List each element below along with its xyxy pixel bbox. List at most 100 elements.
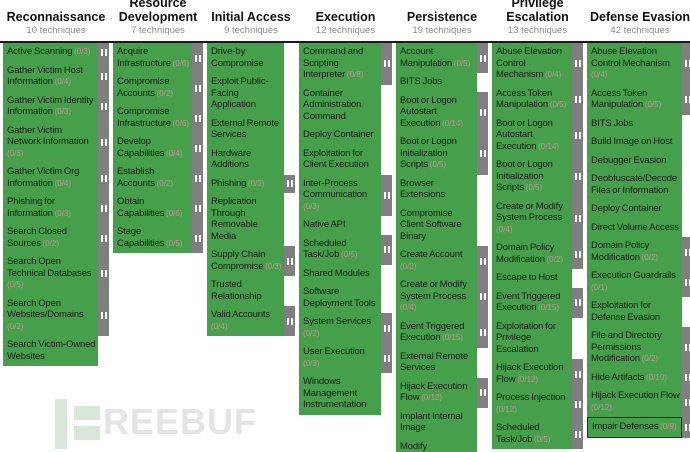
subtechniques-expand-handle[interactable] bbox=[477, 276, 488, 318]
technique-label-box[interactable]: Scheduled Task/Job (0/5) bbox=[299, 234, 381, 265]
subtechniques-expand-handle[interactable] bbox=[477, 246, 488, 276]
technique-cell[interactable]: Stage Capabilities (0/5) bbox=[113, 223, 203, 253]
technique-label-box[interactable]: Impair Defenses (0/9) bbox=[587, 417, 682, 438]
subtechniques-expand-handle[interactable] bbox=[477, 133, 488, 175]
technique-cell[interactable]: Gather Victim Host Information (0/4) bbox=[3, 61, 109, 92]
technique-cell[interactable]: Windows Management Instrumentation bbox=[299, 373, 392, 415]
subtechniques-expand-handle[interactable] bbox=[98, 193, 109, 223]
technique-cell[interactable]: Shared Modules bbox=[299, 264, 392, 283]
subtechniques-expand-handle[interactable] bbox=[284, 246, 295, 276]
subtechniques-expand-handle[interactable] bbox=[572, 43, 583, 85]
technique-cell[interactable]: Browser Extensions bbox=[396, 174, 488, 205]
subtechniques-expand-handle[interactable] bbox=[682, 387, 690, 417]
subtechniques-expand-handle[interactable] bbox=[682, 43, 690, 85]
technique-cell[interactable]: Deobfuscate/Decode Files or Information bbox=[587, 170, 690, 200]
technique-cell[interactable]: Trusted Relationship bbox=[207, 276, 295, 306]
technique-cell[interactable]: Process Injection (0/12) bbox=[492, 389, 583, 419]
technique-label-box[interactable]: Debugger Evasion bbox=[587, 151, 682, 170]
technique-label-box[interactable]: Boot or Logon Initialization Scripts (0/… bbox=[492, 156, 572, 198]
technique-cell[interactable]: Search Victim-Owned Websites bbox=[3, 336, 109, 366]
technique-label-box[interactable]: Container Administration Command bbox=[299, 84, 381, 126]
technique-cell[interactable]: Hijack Execution Flow (0/12) bbox=[492, 359, 583, 389]
technique-cell[interactable]: Abuse Elevation Control Mechanism (0/4) bbox=[492, 43, 583, 85]
technique-cell[interactable]: Gather Victim Identity Information (0/3) bbox=[3, 91, 109, 122]
technique-cell[interactable]: Hijack Execution Flow (0/12) bbox=[587, 387, 690, 417]
technique-label-box[interactable]: Gather Victim Identity Information (0/3) bbox=[3, 91, 98, 122]
subtechniques-expand-handle[interactable] bbox=[682, 368, 690, 387]
technique-label-box[interactable]: Build Image on Host bbox=[587, 133, 682, 152]
technique-label-box[interactable]: Search Victim-Owned Websites bbox=[3, 336, 98, 366]
technique-label-box[interactable]: Compromise Infrastructure (0/6) bbox=[113, 103, 192, 133]
technique-cell[interactable]: Escape to Host bbox=[492, 269, 583, 288]
subtechniques-expand-handle[interactable] bbox=[682, 237, 690, 267]
technique-cell[interactable]: Implant Internal Image bbox=[396, 407, 488, 438]
subtechniques-expand-handle[interactable] bbox=[477, 377, 488, 408]
technique-label-box[interactable]: Active Scanning (0/3) bbox=[3, 43, 98, 62]
technique-label-box[interactable]: Shared Modules bbox=[299, 264, 381, 283]
technique-label-box[interactable]: Obtain Capabilities (0/6) bbox=[113, 193, 192, 223]
technique-label-box[interactable]: Search Open Websites/Domains (0/2) bbox=[3, 294, 98, 336]
technique-label-box[interactable]: Develop Capabilities (0/4) bbox=[113, 133, 192, 163]
technique-label-box[interactable]: Account Manipulation (0/5) bbox=[396, 43, 477, 73]
technique-cell[interactable]: Account Manipulation (0/5) bbox=[396, 43, 488, 73]
subtechniques-expand-handle[interactable] bbox=[572, 287, 583, 318]
technique-label-box[interactable]: Gather Victim Network Information (0/6) bbox=[3, 121, 98, 163]
technique-cell[interactable]: User Execution (0/3) bbox=[299, 343, 392, 373]
technique-label-box[interactable]: User Execution (0/3) bbox=[299, 343, 381, 373]
technique-cell[interactable]: Abuse Elevation Control Mechanism (0/4) bbox=[587, 43, 690, 85]
technique-label-box[interactable]: Scheduled Task/Job (0/5) bbox=[492, 419, 572, 449]
technique-label-box[interactable]: Drive-by Compromise bbox=[207, 43, 284, 73]
technique-cell[interactable]: Develop Capabilities (0/4) bbox=[113, 133, 203, 163]
technique-cell[interactable]: System Services (0/2) bbox=[299, 313, 392, 343]
subtechniques-expand-handle[interactable] bbox=[98, 253, 109, 295]
subtechniques-expand-handle[interactable] bbox=[682, 267, 690, 297]
technique-label-box[interactable]: BITS Jobs bbox=[587, 114, 682, 133]
technique-label-box[interactable]: Exploitation for Privilege Escalation bbox=[492, 317, 572, 359]
technique-cell[interactable]: BITS Jobs bbox=[587, 114, 690, 133]
subtechniques-expand-handle[interactable] bbox=[284, 306, 295, 336]
technique-label-box[interactable]: Event Triggered Execution (0/15) bbox=[492, 287, 572, 318]
subtechniques-expand-handle[interactable] bbox=[381, 43, 392, 85]
subtechniques-expand-handle[interactable] bbox=[477, 43, 488, 73]
technique-cell[interactable]: Build Image on Host bbox=[587, 133, 690, 152]
technique-cell[interactable]: Hide Artifacts (0/10) bbox=[587, 368, 690, 387]
technique-label-box[interactable]: Abuse Elevation Control Mechanism (0/4) bbox=[492, 43, 572, 85]
subtechniques-expand-handle[interactable] bbox=[682, 84, 690, 115]
technique-label-box[interactable]: Compromise Accounts (0/2) bbox=[113, 73, 192, 103]
technique-cell[interactable]: Acquire Infrastructure (0/6) bbox=[113, 43, 203, 73]
technique-label-box[interactable]: Exploitation for Client Execution bbox=[299, 144, 381, 175]
technique-cell[interactable]: External Remote Services bbox=[396, 347, 488, 378]
subtechniques-expand-handle[interactable] bbox=[682, 327, 690, 369]
subtechniques-expand-handle[interactable] bbox=[284, 174, 295, 193]
technique-cell[interactable]: Phishing for Information (0/3) bbox=[3, 193, 109, 223]
subtechniques-expand-handle[interactable] bbox=[477, 317, 488, 348]
technique-cell[interactable]: Domain Policy Modification (0/2) bbox=[587, 237, 690, 267]
technique-label-box[interactable]: Phishing for Information (0/3) bbox=[3, 193, 98, 223]
technique-cell[interactable]: Debugger Evasion bbox=[587, 151, 690, 170]
subtechniques-expand-handle[interactable] bbox=[381, 313, 392, 343]
subtechniques-expand-handle[interactable] bbox=[98, 223, 109, 253]
subtechniques-expand-handle[interactable] bbox=[98, 61, 109, 92]
technique-label-box[interactable]: Stage Capabilities (0/5) bbox=[113, 223, 192, 253]
subtechniques-expand-handle[interactable] bbox=[192, 73, 203, 103]
technique-cell[interactable]: Active Scanning (0/3) bbox=[3, 43, 109, 62]
technique-cell[interactable]: Deploy Container bbox=[299, 126, 392, 145]
technique-cell[interactable]: Drive-by Compromise bbox=[207, 43, 295, 73]
technique-label-box[interactable]: Phishing (0/3) bbox=[207, 174, 284, 193]
technique-label-box[interactable]: Domain Policy Modification (0/2) bbox=[587, 237, 682, 267]
technique-cell[interactable]: Impair Defenses (0/9) bbox=[587, 417, 690, 438]
technique-label-box[interactable]: Search Open Technical Databases (0/5) bbox=[3, 253, 98, 295]
technique-cell[interactable]: Event Triggered Execution (0/15) bbox=[396, 317, 488, 348]
technique-cell[interactable]: Create or Modify System Process (0/4) bbox=[492, 197, 583, 239]
technique-cell[interactable]: Obtain Capabilities (0/6) bbox=[113, 193, 203, 223]
technique-cell[interactable]: Search Open Websites/Domains (0/2) bbox=[3, 294, 109, 336]
technique-label-box[interactable]: Access Token Manipulation (0/5) bbox=[492, 84, 572, 115]
technique-cell[interactable]: Search Closed Sources (0/2) bbox=[3, 223, 109, 253]
subtechniques-expand-handle[interactable] bbox=[572, 156, 583, 198]
technique-label-box[interactable]: Direct Volume Access bbox=[587, 218, 682, 237]
technique-label-box[interactable]: Exploitation for Defense Evasion bbox=[587, 297, 682, 327]
technique-label-box[interactable]: Valid Accounts (0/4) bbox=[207, 306, 284, 336]
technique-cell[interactable]: Execution Guardrails (0/1) bbox=[587, 267, 690, 297]
technique-cell[interactable]: Phishing (0/3) bbox=[207, 174, 295, 193]
technique-label-box[interactable]: Deobfuscate/Decode Files or Information bbox=[587, 170, 682, 200]
